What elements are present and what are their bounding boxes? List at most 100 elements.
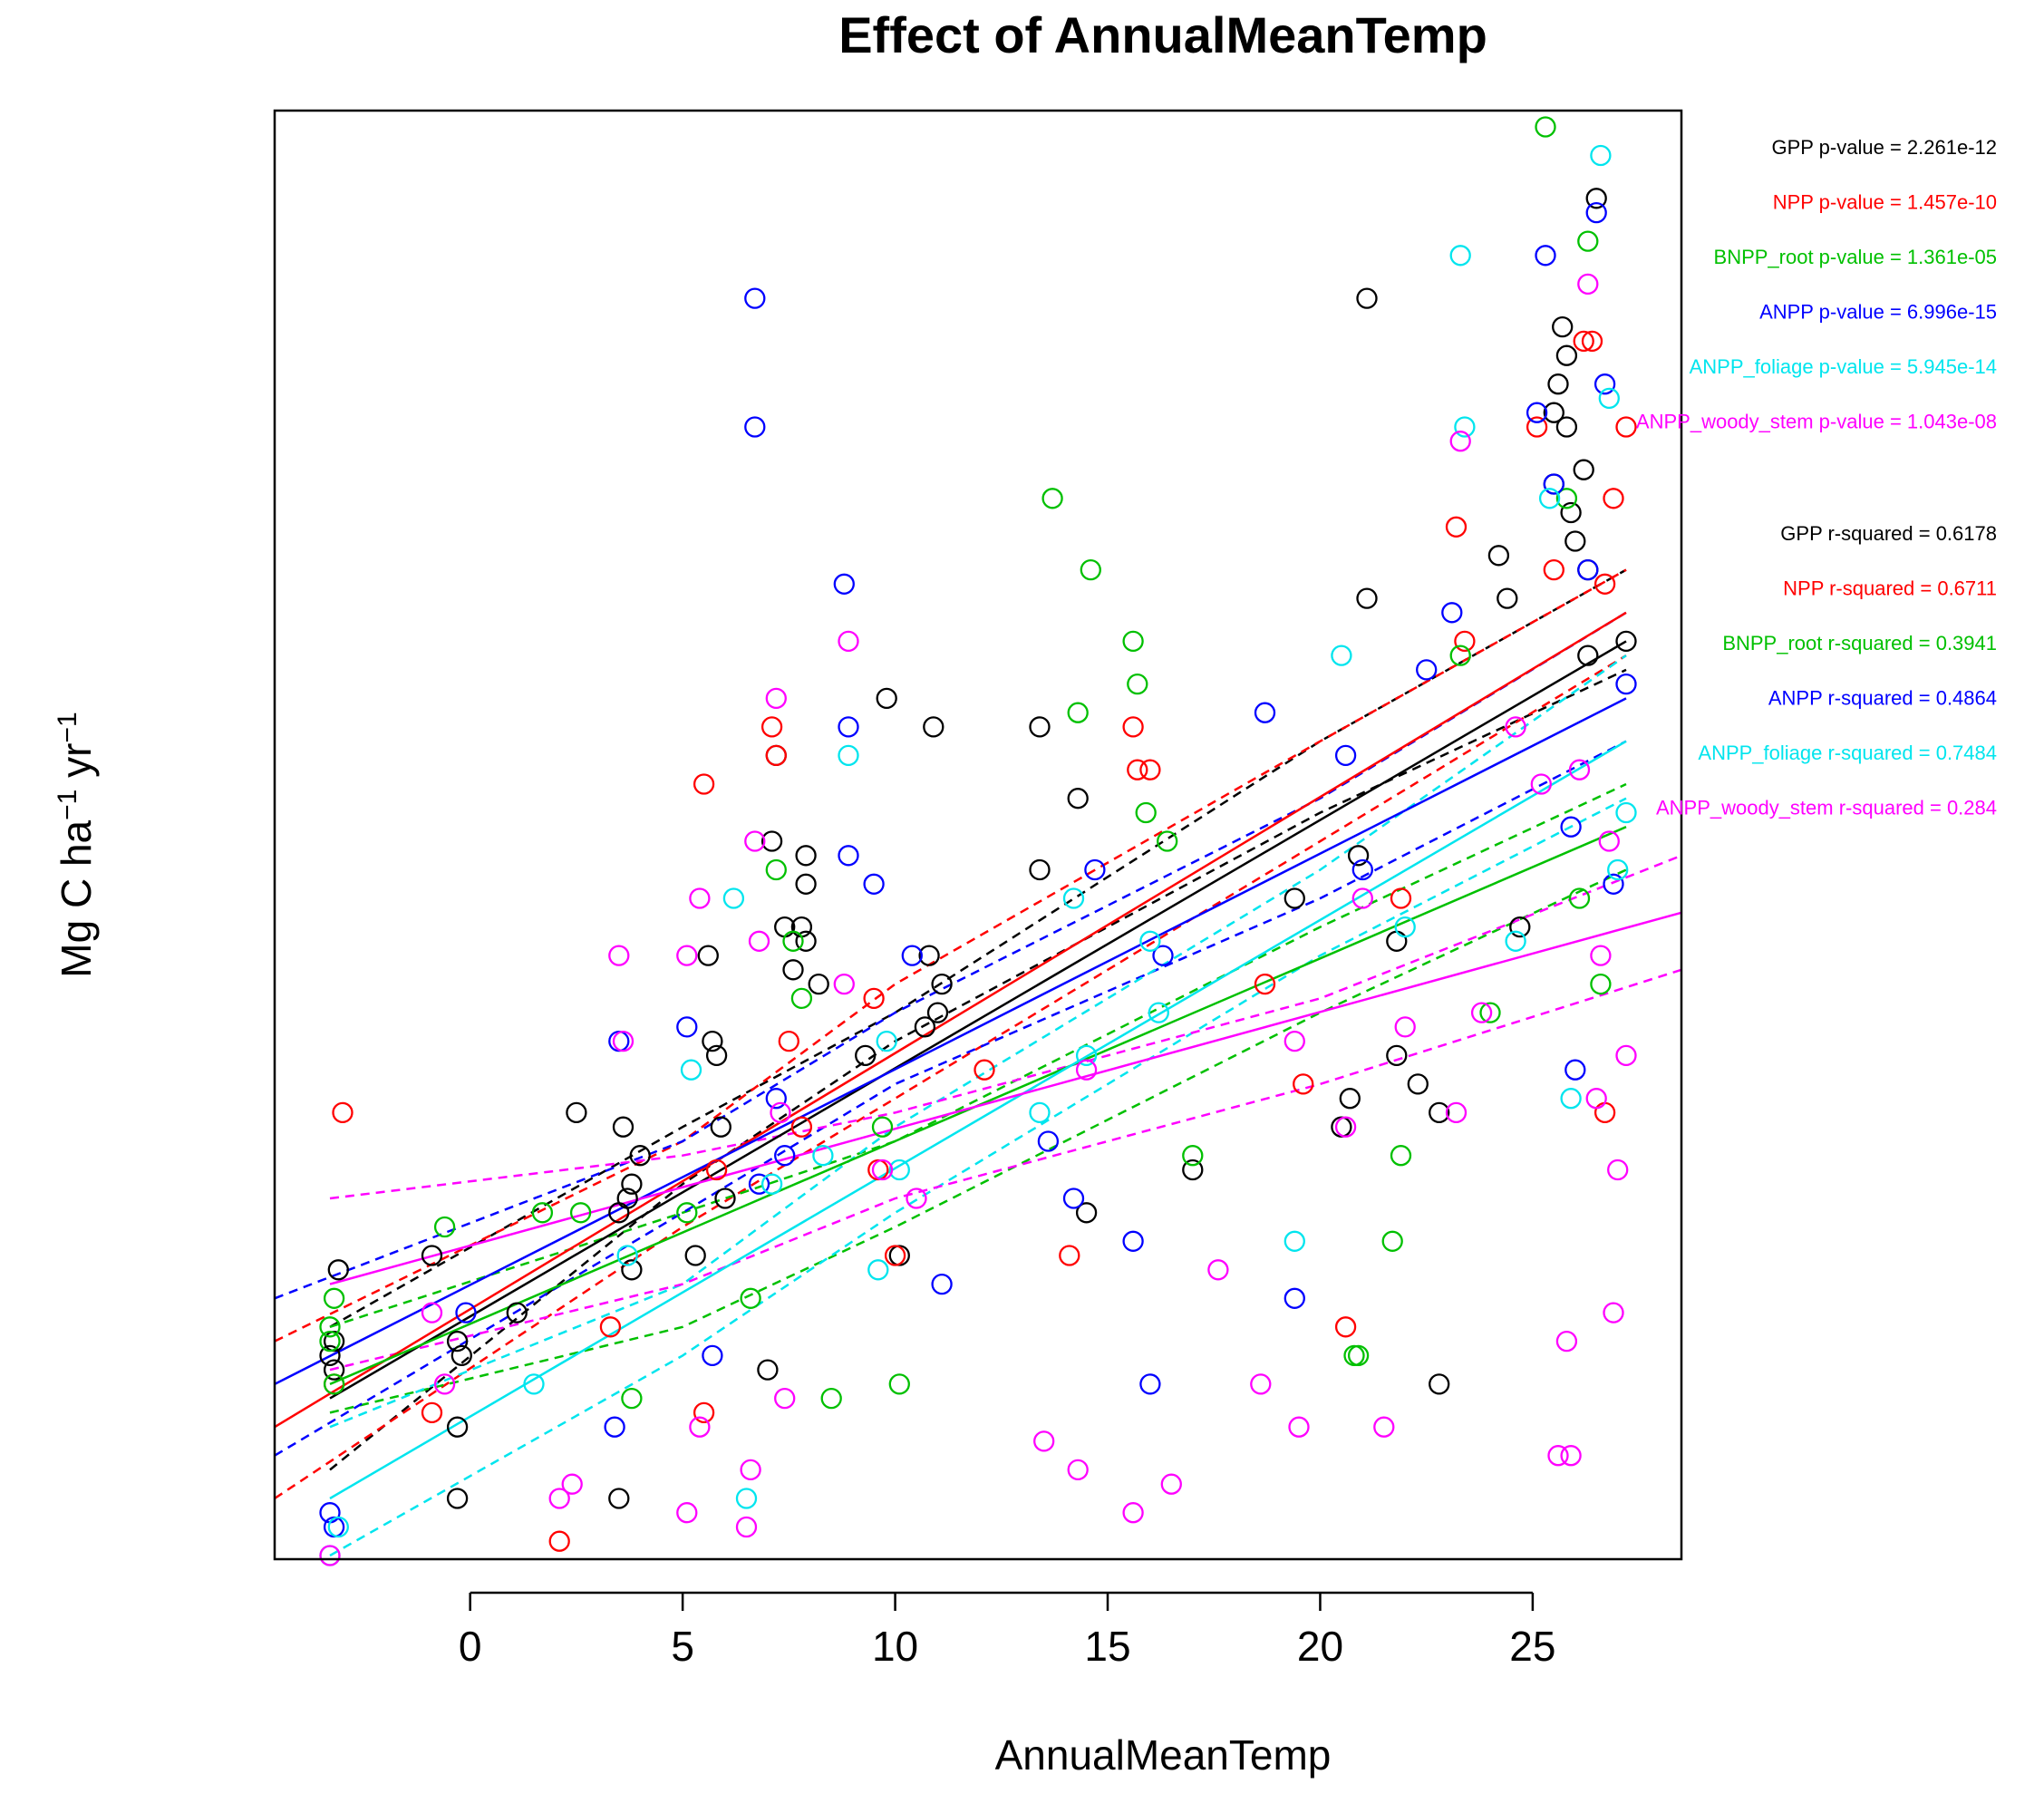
gpp-point: [319, 1344, 341, 1367]
npp-point: [1603, 488, 1624, 509]
npp-point: [1127, 759, 1148, 780]
npp-point: [867, 1159, 889, 1181]
anpp-woody-stem-point: [548, 1488, 570, 1509]
gpp-point: [1331, 1116, 1352, 1138]
gpp-point: [808, 973, 829, 995]
gpp-point: [446, 1330, 469, 1352]
npp-point: [1254, 973, 1276, 995]
anpp-foliage-point: [1394, 916, 1416, 938]
bnpp-root-point: [1157, 830, 1178, 852]
gpp-point: [506, 1302, 528, 1323]
anpp-woody-stem-point: [1505, 716, 1526, 738]
anpp-point: [838, 716, 859, 738]
anpp-woody-stem-point: [1449, 431, 1471, 452]
gpp-point: [1429, 1101, 1450, 1124]
anpp-foliage-point: [1449, 245, 1471, 267]
bnpp-root-point: [1577, 230, 1599, 252]
gpp-point: [1552, 315, 1574, 338]
gpp-point: [566, 1101, 587, 1124]
bnpp-root-point: [1381, 1230, 1403, 1252]
npp-point: [693, 773, 715, 795]
bnpp-root-point: [782, 930, 804, 952]
gpp-ci-lower-line: [329, 668, 1627, 1471]
gpp-point: [714, 1188, 736, 1209]
gpp-point: [795, 845, 817, 867]
anpp-point: [748, 1173, 770, 1195]
anpp-foliage-point: [1615, 801, 1637, 824]
p-value-label: GPP p-value = 2.261e-12: [1772, 136, 1998, 159]
anpp-point: [1037, 1130, 1060, 1152]
gpp-point: [1585, 188, 1607, 209]
anpp-foliage-point: [1139, 930, 1161, 952]
anpp-foliage-point: [1560, 1088, 1582, 1110]
anpp-woody-stem-point: [1590, 945, 1612, 966]
bnpp-root-point: [1127, 673, 1148, 695]
anpp-woody-stem-point: [744, 830, 766, 852]
anpp-woody-stem-ci-upper-line: [329, 854, 1682, 1200]
anpp-woody-stem-point: [1075, 1059, 1098, 1081]
anpp-point: [608, 1030, 630, 1052]
anpp-point: [863, 873, 885, 895]
x-tick-label: 5: [671, 1623, 694, 1670]
bnpp-root-point: [1535, 116, 1556, 138]
gpp-point: [621, 1173, 643, 1195]
anpp-woody-stem-point: [1122, 1502, 1144, 1524]
bnpp-root-point: [1182, 1145, 1204, 1167]
gpp-point: [1347, 845, 1370, 867]
anpp-woody-stem-point: [1373, 1416, 1395, 1438]
gpp-point: [697, 945, 719, 966]
anpp-woody-stem-point: [765, 687, 787, 710]
bnpp-root-point: [1122, 630, 1144, 653]
bnpp-root-point: [790, 987, 813, 1010]
anpp-point: [774, 1145, 796, 1167]
x-axis: 0 5 10 15 20 25: [459, 1591, 1555, 1670]
gpp-point: [1615, 630, 1637, 653]
r-squared-label: ANPP_foliage r-squared = 0.7484: [1698, 742, 1997, 764]
gpp-point: [1407, 1073, 1429, 1095]
gpp-point: [1029, 716, 1051, 738]
anpp-point: [1351, 858, 1373, 881]
anpp-point: [833, 573, 855, 595]
gpp-point: [1339, 1088, 1361, 1110]
r-squared-label: NPP r-squared = 0.6711: [1783, 577, 1997, 600]
r-squared-label: BNPP_root r-squared = 0.3941: [1722, 632, 1997, 654]
npp-point: [790, 1116, 813, 1138]
anpp-woody-stem-point: [319, 1545, 341, 1566]
gpp-point: [926, 1002, 949, 1023]
anpp-point: [838, 845, 859, 867]
anpp-woody-stem-point: [740, 1459, 761, 1481]
anpp-foliage-point: [1607, 858, 1629, 881]
npp-point: [1334, 1316, 1357, 1338]
anpp-foliage-ci-upper-line: [329, 654, 1627, 1429]
npp-point: [760, 716, 783, 738]
npp-point: [863, 987, 885, 1010]
anpp-woody-stem-point: [1470, 1002, 1493, 1023]
gpp-point: [327, 1259, 349, 1281]
anpp-woody-stem-point: [1530, 773, 1552, 795]
gpp-point: [608, 1488, 630, 1509]
anpp-foliage-point: [1331, 645, 1352, 666]
gpp-point: [1564, 530, 1586, 552]
npp-point: [1594, 1101, 1616, 1124]
anpp-ci-upper-line: [274, 611, 1627, 1300]
anpp-point: [1122, 1230, 1144, 1252]
anpp-woody-stem-fit-line: [329, 911, 1682, 1285]
bnpp-root-ci-upper-line: [329, 782, 1627, 1328]
anpp-point: [1560, 816, 1582, 838]
gpp-point: [612, 1116, 635, 1138]
gpp-point: [914, 1016, 936, 1038]
bnpp-root-point: [531, 1202, 554, 1224]
anpp-foliage-point: [1062, 887, 1085, 909]
anpp-point: [1284, 1287, 1305, 1309]
anpp-woody-stem-point: [833, 973, 855, 995]
p-value-label: ANPP_woody_stem p-value = 1.043e-08: [1636, 411, 1997, 433]
bnpp-root-point: [1041, 488, 1063, 509]
gpp-point: [1356, 587, 1378, 609]
gpp-point: [1386, 930, 1408, 952]
gpp-point: [1555, 344, 1578, 366]
npp-point: [599, 1316, 622, 1338]
anpp-foliage-point: [735, 1488, 758, 1509]
anpp-woody-stem-point: [676, 1502, 698, 1524]
anpp-point: [1139, 1373, 1161, 1395]
anpp-woody-stem-point: [433, 1373, 456, 1395]
